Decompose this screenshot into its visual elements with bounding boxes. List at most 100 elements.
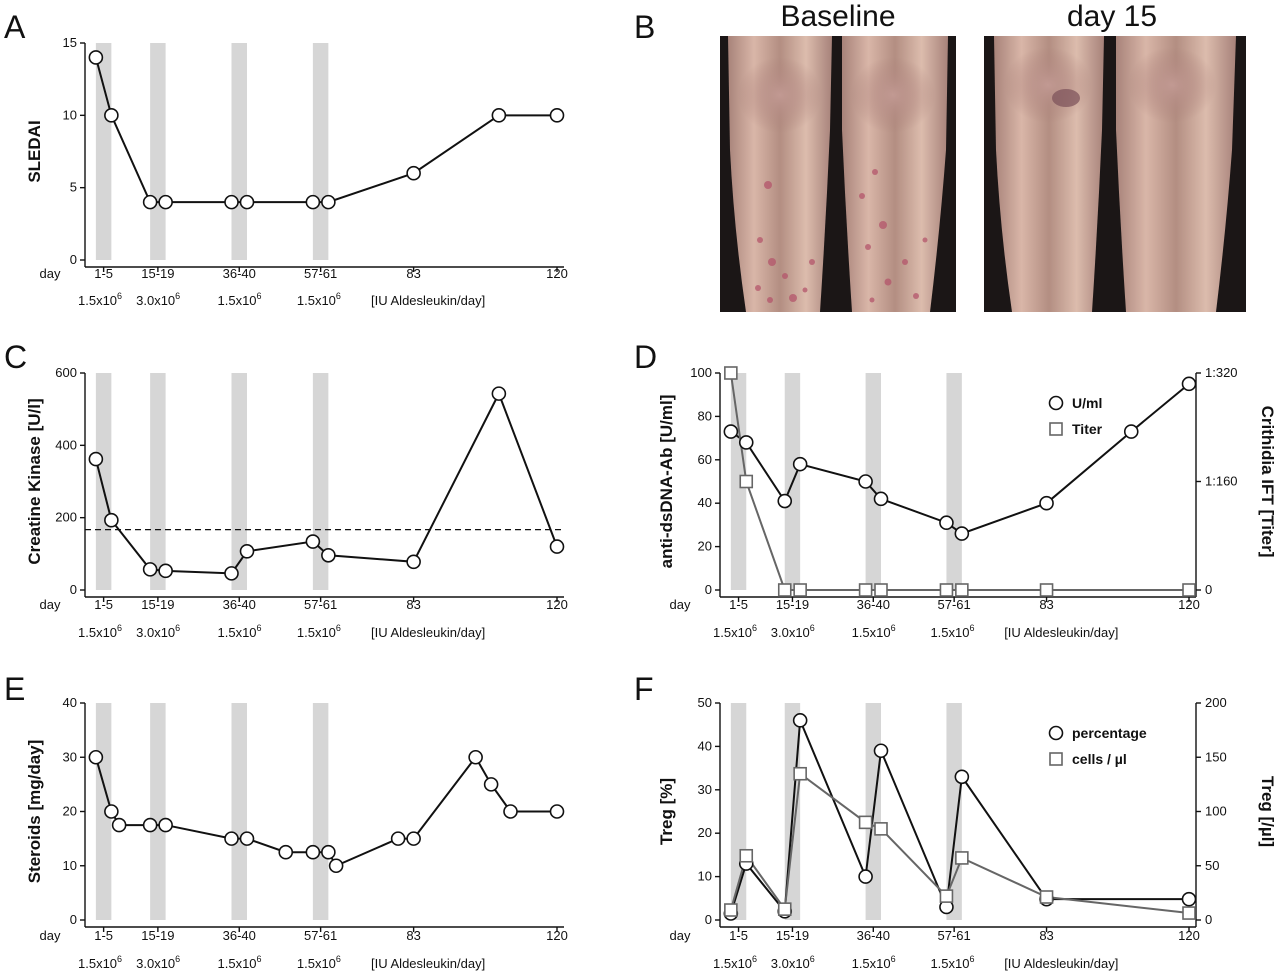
dosing-band — [231, 373, 247, 590]
data-point-square — [724, 903, 738, 917]
data-point-square — [777, 583, 792, 597]
data-point-circle — [406, 165, 421, 181]
x-tick-label: 57-61 — [938, 597, 971, 612]
data-point-circle — [491, 386, 507, 401]
legend-marker-circle — [1048, 395, 1064, 411]
y-axis-label-right: Crithidia IFT [Titer] — [1258, 406, 1277, 558]
y-tick-label: 20 — [698, 539, 712, 554]
dose-label: 1.5x106 — [218, 623, 262, 640]
y-tick-label: 15 — [63, 35, 77, 50]
photo-panel: Baseline day 15 — [720, 0, 1246, 312]
data-point-square — [724, 366, 738, 380]
dose-label: 3.0x106 — [136, 954, 180, 971]
data-point-circle — [305, 194, 321, 210]
y-right-tick-label: 100 — [1205, 804, 1227, 819]
photo-title-day15: day 15 — [1067, 0, 1157, 33]
y-right-tick-label: 1:320 — [1205, 365, 1238, 380]
y-right-tick-label: 1:160 — [1205, 474, 1238, 489]
legend-label: percentage — [1072, 725, 1147, 741]
x-tick-label: 1-5 — [94, 928, 113, 943]
series-line-circle — [729, 719, 1189, 914]
data-point-square — [793, 583, 807, 597]
data-point-circle — [777, 493, 793, 509]
data-point-circle — [239, 194, 255, 210]
x-tick-label: 1-5 — [94, 266, 113, 281]
data-point-circle — [224, 194, 239, 210]
y-tick-label: 10 — [63, 107, 77, 122]
data-point-circle — [224, 566, 239, 581]
data-point-circle — [142, 817, 158, 833]
data-point-square — [955, 583, 969, 597]
data-point-circle — [104, 804, 119, 819]
data-point-square — [939, 583, 954, 597]
data-point-square — [858, 815, 873, 830]
data-point-square — [874, 822, 888, 836]
dosing-band — [150, 373, 166, 590]
data-point-circle — [104, 512, 119, 528]
dosing-band — [312, 703, 329, 920]
y-tick-label: 0 — [70, 582, 77, 597]
data-point-circle — [939, 515, 954, 531]
y-tick-label: 0 — [705, 912, 712, 927]
dosing-band — [231, 43, 247, 260]
x-tick-label: 36-40 — [223, 928, 256, 943]
dose-label: 1.5x106 — [78, 954, 122, 971]
dosing-band — [150, 43, 166, 260]
dosing-band — [231, 703, 247, 920]
data-point-circle — [858, 474, 873, 489]
legend-label: Titer — [1072, 421, 1103, 437]
dosing-band — [946, 373, 962, 590]
dose-label: 1.5x106 — [713, 623, 757, 640]
data-point-circle — [873, 743, 889, 759]
y-axis-label: Steroids [mg/day] — [25, 740, 44, 884]
data-point-square — [858, 583, 873, 597]
dose-label: [IU Aldesleukin/day] — [1004, 625, 1118, 640]
legend-marker-square — [1049, 752, 1063, 766]
data-point-circle — [142, 562, 158, 577]
chart-a: 0 5 10 15 SLEDAI day 1-5 15-19 36-40 57-61 83 120 1.… — [25, 35, 568, 308]
day-label: day — [40, 928, 61, 943]
data-point-circle — [549, 108, 565, 123]
y-right-tick-label: 0 — [1205, 582, 1212, 597]
chart-e: 0 10 20 30 40 Steroids [mg/day] day 1-5 15-19 36-… — [25, 695, 568, 971]
legend-marker-circle — [1048, 725, 1064, 741]
data-point-circle — [305, 844, 321, 860]
panel-label-b: B — [634, 9, 655, 45]
data-point-square — [1182, 906, 1196, 920]
y-tick-label: 10 — [63, 858, 77, 873]
y-axis-label: anti-dsDNA-Ab [U/ml] — [657, 395, 676, 569]
x-tick-label: 83 — [406, 266, 420, 281]
x-tick-label: 83 — [406, 597, 420, 612]
x-tick-label: 1-5 — [94, 597, 113, 612]
x-tick-label: 15-19 — [776, 928, 809, 943]
dose-label: 1.5x106 — [218, 954, 262, 971]
data-point-circle — [142, 194, 158, 210]
data-point-circle — [88, 451, 104, 467]
panel-label-e: E — [4, 671, 25, 707]
x-tick-label: 57-61 — [304, 266, 337, 281]
data-point-circle — [549, 804, 565, 819]
data-point-circle — [239, 544, 255, 559]
dosing-band — [95, 373, 112, 590]
legend-label: U/ml — [1072, 395, 1102, 411]
x-tick-label: 120 — [546, 266, 568, 281]
data-point-square — [793, 766, 807, 781]
series-line-square — [729, 771, 1190, 915]
dose-label: 1.5x106 — [930, 954, 974, 971]
legend-marker-square — [1049, 422, 1063, 436]
day-label: day — [40, 597, 61, 612]
dose-label: 3.0x106 — [136, 623, 180, 640]
x-tick-label: 36-40 — [223, 597, 256, 612]
data-point-square — [739, 848, 754, 863]
data-point-circle — [158, 563, 173, 579]
y-tick-label: 0 — [70, 252, 77, 267]
panel-label-f: F — [634, 671, 654, 707]
dosing-band — [312, 43, 329, 260]
x-tick-label: 15-19 — [141, 597, 174, 612]
data-point-circle — [549, 539, 565, 554]
data-point-circle — [1181, 891, 1197, 907]
dose-label: [IU Aldesleukin/day] — [371, 956, 485, 971]
data-point-circle — [111, 817, 127, 833]
dosing-band — [95, 43, 112, 260]
